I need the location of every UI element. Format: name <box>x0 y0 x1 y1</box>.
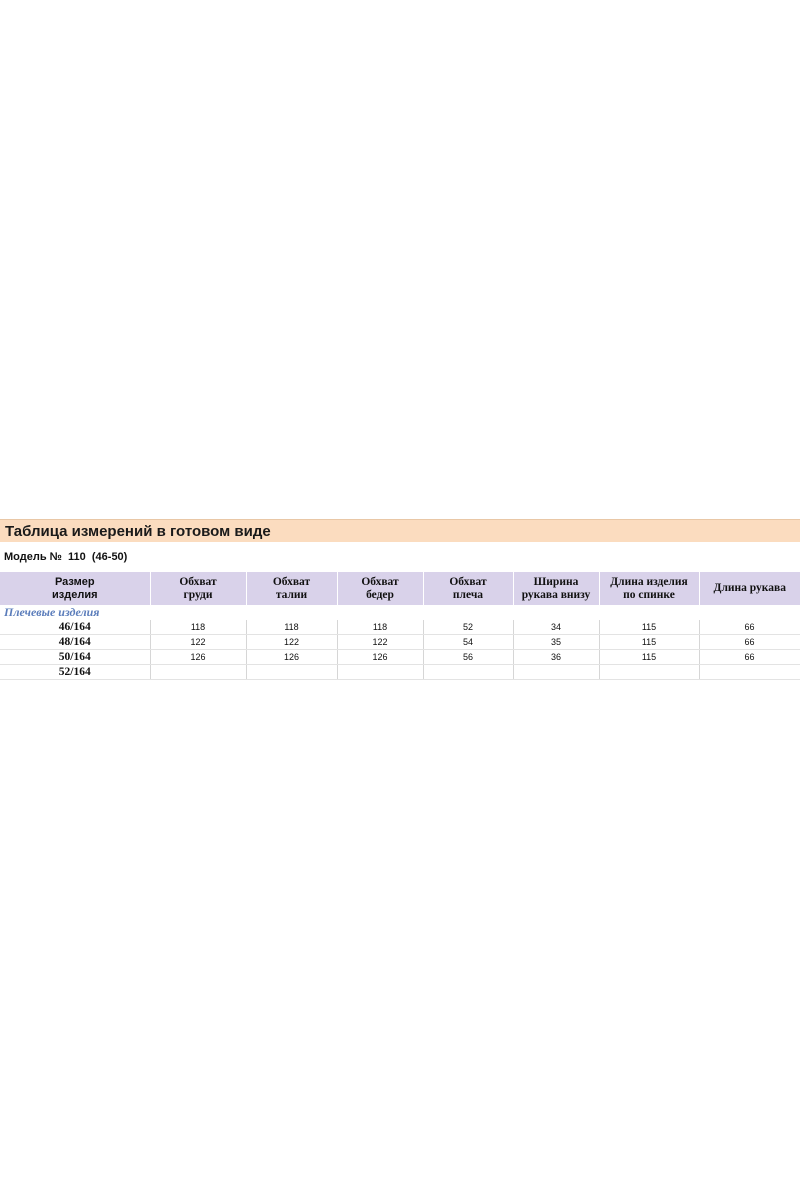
value-cell: 126 <box>246 649 338 665</box>
value-cell: 118 <box>246 620 338 635</box>
group-row: Плечевые изделия <box>0 605 800 620</box>
measurement-sheet: Таблица измерений в готовом виде Модель … <box>0 519 800 680</box>
value-cell: 122 <box>337 634 424 650</box>
header-back-length: Длина изделия по спинке <box>598 572 699 605</box>
header-waist: Обхват талии <box>245 572 337 605</box>
size-cell: 52/164 <box>0 664 151 680</box>
value-cell <box>599 664 700 680</box>
header-shoulder: Обхват плеча <box>422 572 513 605</box>
value-cell <box>150 664 247 680</box>
table-row: 50/164 126 126 126 56 36 115 66 <box>0 649 800 665</box>
value-cell: 115 <box>599 620 700 635</box>
measurement-table: Размер изделия Обхват груди Обхват талии Об… <box>0 572 800 680</box>
header-sleeve-width: Ширина рукава внизу <box>512 572 599 605</box>
header-sleeve-length: Длина рукава <box>698 572 800 605</box>
value-cell: 126 <box>150 649 247 665</box>
header-hips: Обхват бедер <box>336 572 423 605</box>
value-cell: 66 <box>699 620 800 635</box>
value-cell: 115 <box>599 649 700 665</box>
value-cell: 36 <box>513 649 600 665</box>
value-cell <box>423 664 514 680</box>
value-cell <box>699 664 800 680</box>
header-row: Размер изделия Обхват груди Обхват талии Об… <box>0 572 800 605</box>
size-cell: 46/164 <box>0 620 151 635</box>
table-row: 48/164 122 122 122 54 35 115 66 <box>0 634 800 650</box>
page-title: Таблица измерений в готовом виде <box>5 522 271 540</box>
value-cell: 54 <box>423 634 514 650</box>
group-label: Плечевые изделия <box>4 605 100 619</box>
value-cell: 35 <box>513 634 600 650</box>
value-cell: 115 <box>599 634 700 650</box>
value-cell: 66 <box>699 634 800 650</box>
table-row: 52/164 <box>0 664 800 680</box>
header-chest: Обхват груди <box>149 572 246 605</box>
value-cell: 118 <box>337 620 424 635</box>
value-cell: 66 <box>699 649 800 665</box>
value-cell: 34 <box>513 620 600 635</box>
value-cell: 126 <box>337 649 424 665</box>
value-cell: 56 <box>423 649 514 665</box>
value-cell: 122 <box>246 634 338 650</box>
value-cell <box>513 664 600 680</box>
table-row: 46/164 118 118 118 52 34 115 66 <box>0 620 800 635</box>
value-cell: 122 <box>150 634 247 650</box>
value-cell: 118 <box>150 620 247 635</box>
size-cell: 48/164 <box>0 634 151 650</box>
size-cell: 50/164 <box>0 649 151 665</box>
header-size: Размер изделия <box>0 572 150 605</box>
value-cell <box>246 664 338 680</box>
value-cell <box>337 664 424 680</box>
value-cell: 52 <box>423 620 514 635</box>
title-bar: Таблица измерений в готовом виде <box>0 519 800 542</box>
model-row: Модель № 110 (46-50) <box>0 542 800 572</box>
model-label: Модель № 110 (46-50) <box>4 551 128 563</box>
